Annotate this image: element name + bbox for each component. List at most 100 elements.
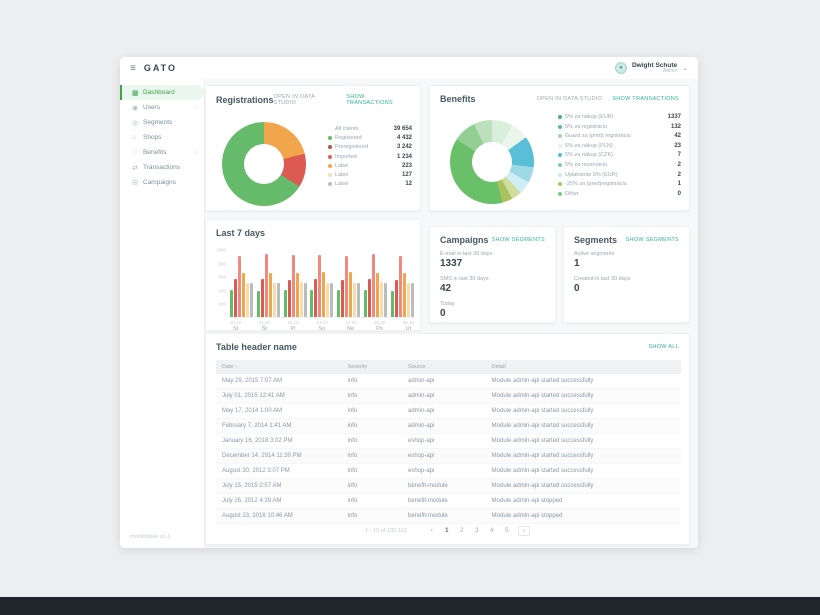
sidebar-item-campaigns[interactable]: ✉ Campaigns xyxy=(120,175,204,190)
column-header-source[interactable]: Source xyxy=(401,360,486,374)
sidebar-item-dashboard[interactable]: ▦ Dashboard xyxy=(120,85,204,100)
y-axis-tick: 200 xyxy=(218,301,226,307)
x-axis-date: 13.10 xyxy=(316,320,328,325)
column-header-detail[interactable]: Detail xyxy=(485,360,681,374)
bar xyxy=(242,272,245,317)
y-axis-tick: 600 xyxy=(218,274,226,280)
pagination-next-button[interactable]: › xyxy=(517,526,530,536)
registrations-open-studio-link[interactable]: OPEN IN DATA STUDIO xyxy=(273,94,315,106)
legend-label: Imported xyxy=(335,153,357,160)
pagination-page-2[interactable]: 2 xyxy=(460,528,464,534)
legend-value: 23 xyxy=(674,142,681,149)
table-cell: info xyxy=(341,403,402,419)
x-axis-label: 13.10 So xyxy=(316,320,327,333)
bar xyxy=(406,282,410,317)
legend-dot xyxy=(328,154,332,159)
benefits-open-studio-link[interactable]: OPEN IN DATA STUDIO xyxy=(536,96,603,102)
sidebar-item-users[interactable]: ◉ Users › xyxy=(120,100,204,115)
bar-chart-y-axis: 1000 800 600 400 200 xyxy=(214,247,228,318)
legend-value: 1337 xyxy=(667,114,681,120)
legend-dot xyxy=(558,162,562,167)
legend-row: Label 12 xyxy=(328,181,412,187)
benefits-legend: 5% za nákup (EUR) 1337 5% za registráciu 13… xyxy=(558,114,681,197)
segments-show-segments-link[interactable]: SHOW SEGMENTS xyxy=(625,237,679,243)
sidebar-item-transactions[interactable]: ⇄ Transactions xyxy=(120,160,204,175)
legend-row: 5% za rezerváciu 2 xyxy=(558,162,681,168)
sidebar-item-benefits[interactable]: ♡ Benefits › xyxy=(120,145,204,160)
stat-value: 1 xyxy=(574,258,580,269)
x-axis-day: Ne xyxy=(347,325,355,332)
chevron-right-icon: › xyxy=(196,149,198,156)
user-menu[interactable]: ● Dwight Schute Admin ⌄ xyxy=(614,61,688,75)
campaigns-show-segments-link[interactable]: SHOW SEGMENTS xyxy=(491,237,545,243)
x-axis-day: Št xyxy=(261,325,267,332)
registrations-donut-chart xyxy=(222,122,306,206)
legend-row: 5% za nákup (PLN) 23 xyxy=(558,143,681,149)
registrations-show-transactions-link[interactable]: SHOW TRANSACTIONS xyxy=(346,94,393,106)
legend-label: 5% za registráciu xyxy=(565,123,608,130)
benefits-show-transactions-link[interactable]: SHOW TRANSACTIONS xyxy=(612,96,679,102)
table-row: July 26, 2012 4:39 AM info benefit-module M… xyxy=(216,493,681,509)
table-row: July 15, 2015 2:57 AM info benefit-module M… xyxy=(216,478,681,494)
table-row: August 23, 2016 10:46 AM info benefit-modu… xyxy=(216,508,681,524)
legend-value: 2 xyxy=(677,161,681,168)
pagination-page-4[interactable]: 4 xyxy=(490,528,494,534)
stat-label: Created in last 30 days xyxy=(574,276,631,282)
sidebar-item-segments[interactable]: ◎ Segments xyxy=(120,115,204,130)
pagination-page-5[interactable]: 5 xyxy=(505,528,509,534)
sidebar-item-label: Transactions xyxy=(143,164,180,171)
chevron-down-icon[interactable]: ⌄ xyxy=(682,64,688,72)
legend-label: Guard za (pred) registráciu xyxy=(565,133,631,140)
table-cell: eshop-api xyxy=(401,448,486,464)
sidebar-item-shops[interactable]: ⌂ Shops xyxy=(120,130,204,145)
log-table-show-all-link[interactable]: SHOW ALL xyxy=(648,344,679,350)
column-header-severity[interactable]: Severity xyxy=(341,360,402,374)
table-cell: Module admin-api started successfully xyxy=(485,433,681,449)
stat-label: SMS in last 30 days xyxy=(440,276,489,282)
table-cell: July 01, 2015 12:41 AM xyxy=(216,388,342,404)
bar-chart-plot xyxy=(230,250,414,318)
legend-row: All clients 39 654 xyxy=(328,126,412,132)
y-axis-tick: 800 xyxy=(218,261,226,267)
last-7-days-card: Last 7 days 1000 800 600 400 200 10.10 St 11.1… xyxy=(205,219,421,333)
x-axis-label: 16.10 Ut xyxy=(403,320,414,333)
table-cell: Module admin-api started successfully xyxy=(485,463,681,479)
pagination-prev-button[interactable]: ‹ xyxy=(430,528,433,534)
table-row: December 14, 2014 11:30 PM info eshop-api M… xyxy=(216,448,681,464)
log-table-card: Table header name SHOW ALL Date ↑ Severity… xyxy=(205,333,690,545)
bar xyxy=(364,290,368,317)
main-content: Registrations OPEN IN DATA STUDIO SHOW T… xyxy=(205,79,698,548)
menu-icon[interactable]: ≡ xyxy=(130,62,136,74)
log-table-head: Date ↑ Severity Source Detail xyxy=(216,360,681,374)
table-cell: info xyxy=(341,374,402,389)
table-cell: July 26, 2012 4:39 AM xyxy=(216,493,342,509)
legend-value: 0 xyxy=(677,190,681,197)
x-axis-label: 10.10 St xyxy=(230,320,241,333)
column-header-date[interactable]: Date ↑ xyxy=(216,360,342,374)
legend-row: 5% za nákup (CZK) 7 xyxy=(558,152,681,158)
benefits-icon: ♡ xyxy=(132,149,139,157)
bar xyxy=(260,278,264,317)
x-axis-label: 15.10 Po xyxy=(374,320,385,333)
avatar[interactable]: ● xyxy=(614,61,627,74)
y-axis-tick: 1000 xyxy=(215,247,226,253)
legend-label: Registered xyxy=(335,135,362,142)
bar xyxy=(295,272,299,317)
stat-value: 0 xyxy=(574,283,580,294)
stat-sms-in-last-30-days: SMS in last 30 days 42 xyxy=(440,276,545,294)
table-row: May 17, 2014 1:00 AM info admin-api Module … xyxy=(216,403,681,419)
bar xyxy=(322,272,326,317)
pagination-page-3[interactable]: 3 xyxy=(475,528,479,534)
pagination-page-1[interactable]: 1 xyxy=(445,528,449,534)
legend-dot xyxy=(558,153,562,158)
bar xyxy=(368,278,372,317)
campaigns-card: Campaigns SHOW SEGMENTS E-mail in last 3… xyxy=(429,226,556,323)
stat-value: 1337 xyxy=(440,258,463,269)
table-cell: benefit-module xyxy=(401,508,486,524)
table-row: August 30, 2012 3:07 PM info eshop-api Modu… xyxy=(216,463,681,479)
x-axis-date: 14.10 xyxy=(345,320,357,325)
campaigns-stats: E-mail in last 30 days 1337 SMS in last 30… xyxy=(430,249,555,321)
registrations-card: Registrations OPEN IN DATA STUDIO SHOW T… xyxy=(205,85,421,211)
sidebar-item-label: Campaigns xyxy=(143,179,176,186)
bar xyxy=(250,283,253,317)
